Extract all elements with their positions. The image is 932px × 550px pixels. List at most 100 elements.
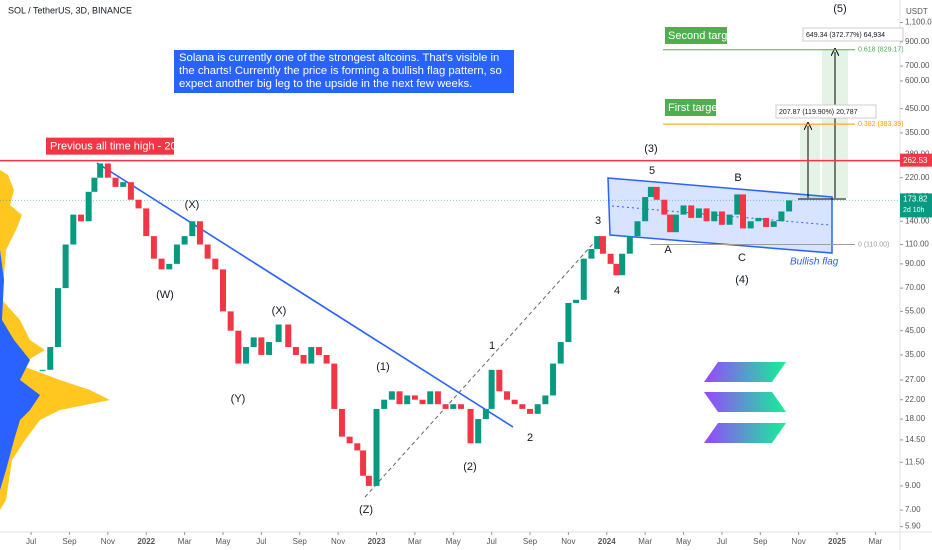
wave-label: B <box>734 172 741 184</box>
y-tick-label: 22.00 <box>905 395 926 404</box>
candle <box>778 211 785 222</box>
candle <box>488 369 495 409</box>
candle <box>388 391 395 400</box>
y-tick-label: 220.00 <box>905 173 930 182</box>
candle <box>580 258 587 300</box>
flag-midline <box>611 205 831 226</box>
candle <box>747 221 754 229</box>
wave-label: 2 <box>527 432 533 444</box>
wave-label: (3) <box>644 143 657 155</box>
x-tick-label: 2025 <box>828 537 846 546</box>
candle <box>634 221 641 237</box>
wave-label: C <box>738 252 746 264</box>
fib-label: 0 (110.00) <box>858 241 889 248</box>
y-tick-label: 600.00 <box>905 76 930 85</box>
ath-label-bg <box>46 137 174 155</box>
currency: USDT <box>906 7 928 16</box>
candle <box>573 299 580 303</box>
candle <box>442 404 449 409</box>
candle <box>672 214 679 233</box>
candle <box>346 436 353 444</box>
y-tick-label: 18.00 <box>905 414 926 423</box>
candle <box>711 211 718 222</box>
candle <box>542 395 549 405</box>
candle <box>653 186 660 200</box>
candle <box>285 324 292 348</box>
candle <box>718 211 725 225</box>
x-tick-label: Mar <box>638 537 652 546</box>
y-tick-label: 110.00 <box>905 240 929 249</box>
y-tick-label: 55.00 <box>905 306 926 315</box>
candle <box>135 199 142 209</box>
candle <box>189 221 196 237</box>
candle <box>292 347 299 355</box>
y-tick-label: 450.00 <box>905 104 930 113</box>
header: SOL / TetherUS, 3D, BINANCE <box>8 5 132 15</box>
wave-label: A <box>664 244 672 256</box>
ath-label: Previous all time high - 2021 <box>50 141 189 153</box>
candle <box>534 404 541 414</box>
candle <box>457 404 464 409</box>
y-tick-label: 35.00 <box>905 350 926 359</box>
price-tag-bg <box>900 153 932 167</box>
wave-label: (5) <box>833 3 846 15</box>
candle <box>85 191 92 222</box>
candle <box>173 244 180 264</box>
x-tick-label: Mar <box>408 537 422 546</box>
candle <box>150 236 157 259</box>
candle <box>550 363 557 396</box>
x-tick-label: Sep <box>62 537 77 546</box>
candle <box>734 194 741 215</box>
x-tick-label: May <box>676 537 691 546</box>
candle <box>680 205 687 215</box>
wave-label: (Z) <box>359 504 373 516</box>
wave-label: (X) <box>185 199 200 211</box>
candle <box>227 311 234 331</box>
candle <box>91 177 98 192</box>
candle <box>703 208 710 222</box>
candle <box>467 408 474 444</box>
candle <box>667 214 674 233</box>
candle <box>770 221 777 227</box>
y-tick-label: 900.00 <box>905 37 930 46</box>
candle <box>607 253 614 264</box>
candle <box>243 347 250 364</box>
price-tag-bg <box>900 193 932 218</box>
wave-label: (1) <box>376 361 389 373</box>
candle <box>315 347 322 355</box>
x-tick-label: May <box>446 537 461 546</box>
target-bg <box>665 99 716 116</box>
target-bg <box>665 27 727 44</box>
candle <box>54 288 61 348</box>
candle <box>642 197 649 222</box>
candle <box>219 269 226 312</box>
candle <box>411 395 418 400</box>
y-tick-label: 27.00 <box>905 375 926 384</box>
candle <box>104 163 111 178</box>
price-tag: 262.53 <box>903 156 928 165</box>
candle <box>365 475 372 486</box>
candle <box>763 217 770 227</box>
volume-down <box>0 250 40 490</box>
candle <box>127 182 134 200</box>
candle <box>565 302 572 343</box>
volume-profile <box>0 170 110 510</box>
candle <box>786 200 793 212</box>
candle <box>613 263 620 276</box>
candle <box>740 194 747 229</box>
candle <box>360 450 367 476</box>
candle <box>212 258 219 270</box>
candle <box>496 369 503 392</box>
y-tick-label: 7.00 <box>905 505 921 514</box>
candle <box>588 249 595 259</box>
measure-bg <box>802 27 904 42</box>
candle <box>47 347 54 370</box>
candle <box>381 399 388 409</box>
candle <box>626 236 633 254</box>
target-label: Second target <box>668 30 737 42</box>
y-tick-label: 5.90 <box>905 522 921 531</box>
x-tick-label: Nov <box>331 537 345 546</box>
candle <box>396 391 403 405</box>
